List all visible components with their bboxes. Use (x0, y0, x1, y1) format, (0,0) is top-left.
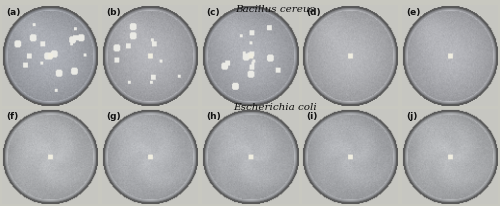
Text: (f): (f) (6, 112, 18, 121)
Text: (d): (d) (306, 8, 320, 17)
Text: (c): (c) (206, 8, 220, 17)
Text: (g): (g) (106, 112, 120, 121)
Text: (h): (h) (206, 112, 220, 121)
Text: (i): (i) (306, 112, 317, 121)
Text: Escherichia coli: Escherichia coli (233, 103, 317, 112)
Text: Bacillus cereus: Bacillus cereus (235, 5, 315, 14)
Text: (a): (a) (6, 8, 20, 17)
Text: (b): (b) (106, 8, 120, 17)
Text: (j): (j) (406, 112, 417, 121)
Text: (e): (e) (406, 8, 420, 17)
